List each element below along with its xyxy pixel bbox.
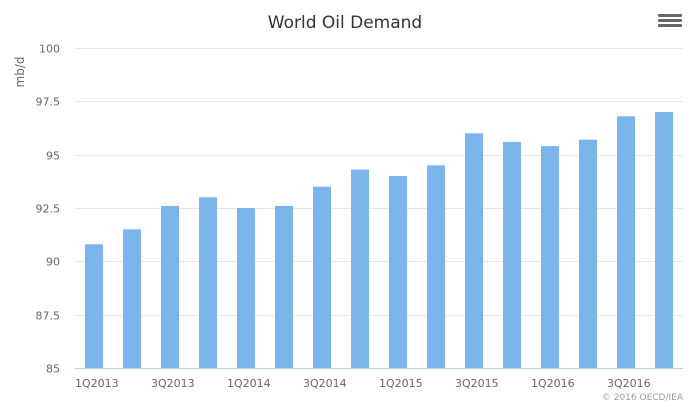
bar-1Q2013[interactable] (85, 244, 103, 368)
bar-4Q2014[interactable] (351, 169, 369, 368)
bar-4Q2016[interactable] (655, 112, 673, 368)
x-tick-label: 3Q2014 (303, 377, 347, 390)
x-tick-labels: 1Q2013 3Q2013 1Q2014 3Q2014 1Q2015 3Q2015 1Q20… (75, 377, 651, 390)
bar-1Q2014[interactable] (237, 208, 255, 368)
x-tick-label: 1Q2014 (227, 377, 271, 390)
bar-2Q2015[interactable] (427, 165, 445, 368)
bar-2Q2016[interactable] (579, 139, 597, 368)
x-tick-label: 1Q2016 (531, 377, 575, 390)
chart-title: World Oil Demand (268, 13, 422, 33)
y-tick-label: 97.5 (36, 96, 61, 109)
y-tick-label: 85 (46, 363, 60, 376)
bar-2Q2014[interactable] (275, 205, 293, 368)
y-tick-labels: 85 87.5 90 92.5 95 97.5 100 (36, 43, 61, 376)
bar-4Q2013[interactable] (199, 197, 217, 368)
y-tick-label: 90 (46, 256, 60, 269)
x-tick-label: 3Q2016 (607, 377, 651, 390)
x-tick-label: 3Q2015 (455, 377, 499, 390)
y-tick-label: 92.5 (36, 203, 61, 216)
credits[interactable]: © 2016 OECD/IEA (602, 393, 684, 403)
context-menu-icon[interactable] (658, 14, 682, 36)
y-axis-label: mb/d (13, 57, 27, 88)
y-tick-label: 95 (46, 150, 60, 163)
bar-3Q2016[interactable] (617, 116, 635, 368)
bar-3Q2015[interactable] (465, 133, 483, 368)
bars (85, 112, 673, 368)
bar-4Q2015[interactable] (503, 141, 521, 368)
y-tick-label: 100 (39, 43, 60, 56)
bar-3Q2013[interactable] (161, 205, 179, 368)
x-tick-label: 3Q2013 (151, 377, 195, 390)
bar-1Q2015[interactable] (389, 176, 407, 368)
x-tick-label: 1Q2013 (75, 377, 119, 390)
bar-3Q2014[interactable] (313, 186, 331, 368)
y-tick-label: 87.5 (36, 310, 61, 323)
bar-1Q2016[interactable] (541, 146, 559, 368)
bar-2Q2013[interactable] (123, 229, 141, 368)
x-tick-label: 1Q2015 (379, 377, 423, 390)
